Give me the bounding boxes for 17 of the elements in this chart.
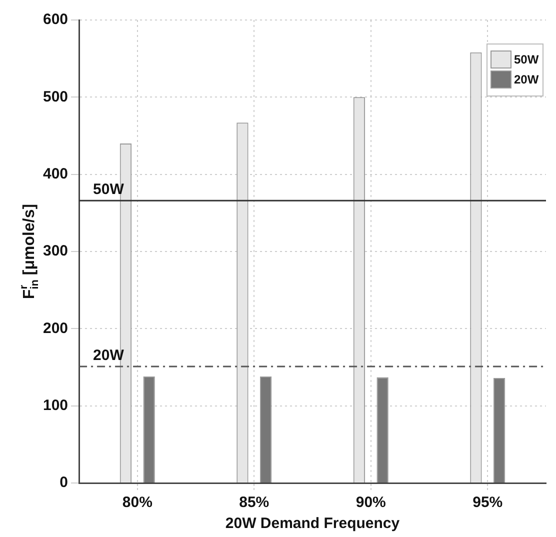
legend-label: 20W: [514, 72, 540, 86]
y-tick-label: 300: [42, 242, 68, 260]
x-tick-label: 85%: [239, 494, 270, 512]
ref-line-label: 20W: [93, 347, 125, 364]
ref-line-label: 50W: [93, 181, 125, 198]
y-tick-label: 200: [42, 320, 68, 337]
x-axis-title: 20W Demand Frequency: [225, 515, 400, 532]
x-tick-label: 80%: [122, 494, 152, 512]
y-tick-label: 400: [42, 165, 68, 182]
y-tick-label: 0: [60, 474, 68, 492]
y-tick-label: 100: [42, 396, 68, 414]
legend-label: 50W: [514, 52, 540, 66]
y-tick-label: 500: [42, 88, 68, 106]
y-tick-label: 600: [42, 11, 68, 28]
x-tick-label: 95%: [472, 494, 503, 512]
y-axis-title: Frin [μmole/s]: [18, 204, 41, 300]
x-tick-label: 90%: [356, 494, 386, 512]
